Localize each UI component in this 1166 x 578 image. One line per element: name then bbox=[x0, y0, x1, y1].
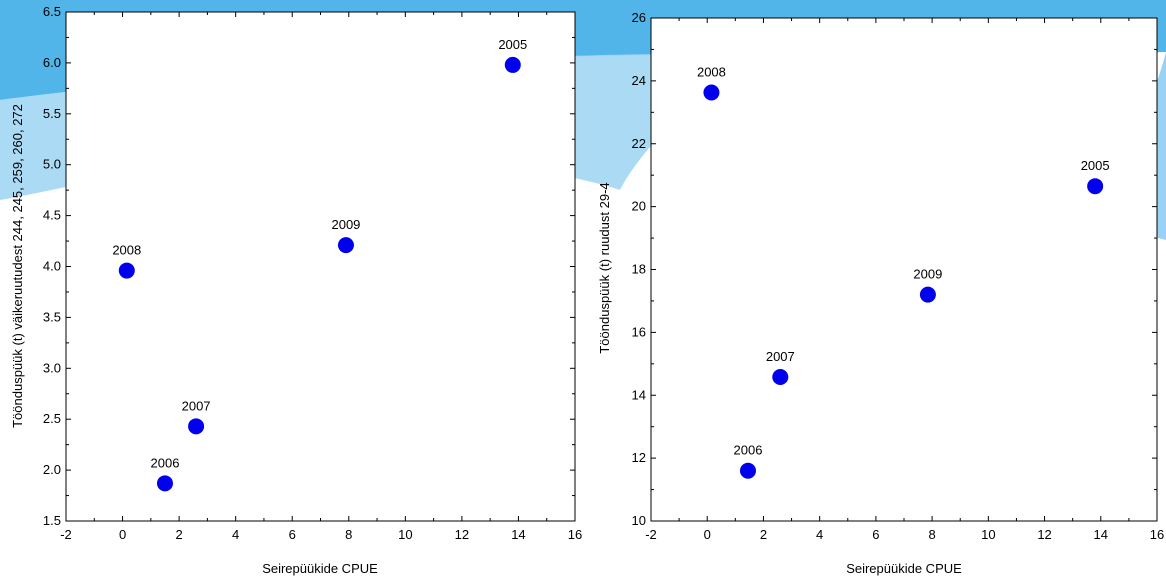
point-label-2009: 2009 bbox=[913, 267, 942, 282]
y-tick-label: 4.5 bbox=[43, 208, 61, 223]
x-tick-label: 14 bbox=[511, 527, 525, 542]
x-tick-label: 14 bbox=[1094, 527, 1108, 542]
x-tick-label: -2 bbox=[60, 527, 72, 542]
plot-area bbox=[650, 17, 1158, 522]
y-tick-label: 10 bbox=[632, 513, 646, 528]
y-tick-label: 20 bbox=[632, 199, 646, 214]
data-point-2005 bbox=[1087, 178, 1104, 195]
marks-layer: 2005 2006 2007 2008 2009 bbox=[112, 37, 527, 492]
x-tick-label: 16 bbox=[568, 527, 582, 542]
x-tick-label: 16 bbox=[1150, 527, 1164, 542]
y-axis-title: Töönduspüük (t) ruudust 29-4 bbox=[597, 182, 612, 353]
y-tick-label: 22 bbox=[632, 136, 646, 151]
x-tick-label: 6 bbox=[872, 527, 879, 542]
chart-left-svg: -2 0 2 4 6 8 10 12 14 16 1.5 2.0 2.5 3.0 3.5 4.0 4.5 5.0 5… bbox=[10, 4, 582, 576]
x-tick-label: 6 bbox=[289, 527, 296, 542]
point-label-2005: 2005 bbox=[1081, 158, 1110, 173]
data-point-2008 bbox=[118, 262, 135, 279]
y-tick-label: 24 bbox=[632, 73, 646, 88]
y-tick-label: 14 bbox=[632, 387, 646, 402]
x-tick-label: 10 bbox=[981, 527, 995, 542]
x-tick-label: 2 bbox=[760, 527, 767, 542]
y-tick-label: 12 bbox=[632, 450, 646, 465]
y-tick-label: 16 bbox=[632, 324, 646, 339]
axes-layer: -2 0 2 4 6 8 10 12 14 16 1.5 2.0 2.5 3.0 3.5 4.0 4.5 5.0 5… bbox=[43, 4, 582, 542]
x-tick-label: 0 bbox=[704, 527, 711, 542]
x-tick-label: 2 bbox=[175, 527, 182, 542]
y-tick-label: 2.5 bbox=[43, 411, 61, 426]
point-label-2008: 2008 bbox=[112, 243, 141, 258]
x-tick-label: 8 bbox=[928, 527, 935, 542]
chart-right: -2 0 2 4 6 8 10 12 14 16 10 12 14 16 18 20 22 24 26 2005 20… bbox=[583, 0, 1166, 578]
y-tick-label: 1.5 bbox=[43, 513, 61, 528]
point-label-2005: 2005 bbox=[498, 37, 527, 52]
x-tick-label: 12 bbox=[1037, 527, 1051, 542]
x-tick-label: 0 bbox=[119, 527, 126, 542]
plot-area bbox=[65, 11, 576, 522]
data-point-2007 bbox=[772, 369, 789, 386]
y-tick-label: 26 bbox=[632, 10, 646, 25]
y-tick-label: 6.5 bbox=[43, 4, 61, 19]
point-label-2007: 2007 bbox=[766, 349, 795, 364]
y-tick-label: 5.0 bbox=[43, 157, 61, 172]
x-tick-label: 4 bbox=[232, 527, 239, 542]
x-tick-label: -2 bbox=[645, 527, 657, 542]
data-point-2009 bbox=[337, 237, 354, 254]
data-point-2006 bbox=[156, 475, 173, 492]
data-point-2008 bbox=[703, 84, 720, 101]
point-label-2008: 2008 bbox=[697, 65, 726, 80]
data-point-2006 bbox=[739, 462, 756, 479]
y-axis-title: Töönduspüük (t) väikeruutudest 244, 245,… bbox=[10, 104, 25, 428]
chart-left: -2 0 2 4 6 8 10 12 14 16 1.5 2.0 2.5 3.0 3.5 4.0 4.5 5.0 5… bbox=[10, 4, 582, 576]
data-point-2005 bbox=[504, 56, 521, 73]
x-tick-label: 10 bbox=[398, 527, 412, 542]
x-tick-label: 12 bbox=[455, 527, 469, 542]
data-point-2009 bbox=[919, 286, 936, 303]
x-tick-label: 4 bbox=[816, 527, 823, 542]
y-tick-label: 5.5 bbox=[43, 106, 61, 121]
y-tick-label: 4.0 bbox=[43, 259, 61, 274]
point-label-2009: 2009 bbox=[331, 217, 360, 232]
y-tick-label: 18 bbox=[632, 262, 646, 277]
y-tick-label: 2.0 bbox=[43, 462, 61, 477]
marks-layer: 2005 2006 2007 2008 2009 bbox=[697, 65, 1110, 479]
x-tick-label: 8 bbox=[345, 527, 352, 542]
y-tick-label: 3.0 bbox=[43, 360, 61, 375]
y-tick-label: 3.5 bbox=[43, 309, 61, 324]
x-axis-title: Seirepüükide CPUE bbox=[262, 561, 378, 576]
point-label-2006: 2006 bbox=[151, 455, 180, 470]
point-label-2006: 2006 bbox=[734, 443, 763, 458]
point-label-2007: 2007 bbox=[182, 398, 211, 413]
x-axis-title: Seirepüükide CPUE bbox=[846, 561, 962, 576]
data-point-2007 bbox=[188, 418, 205, 435]
y-tick-label: 6.0 bbox=[43, 55, 61, 70]
